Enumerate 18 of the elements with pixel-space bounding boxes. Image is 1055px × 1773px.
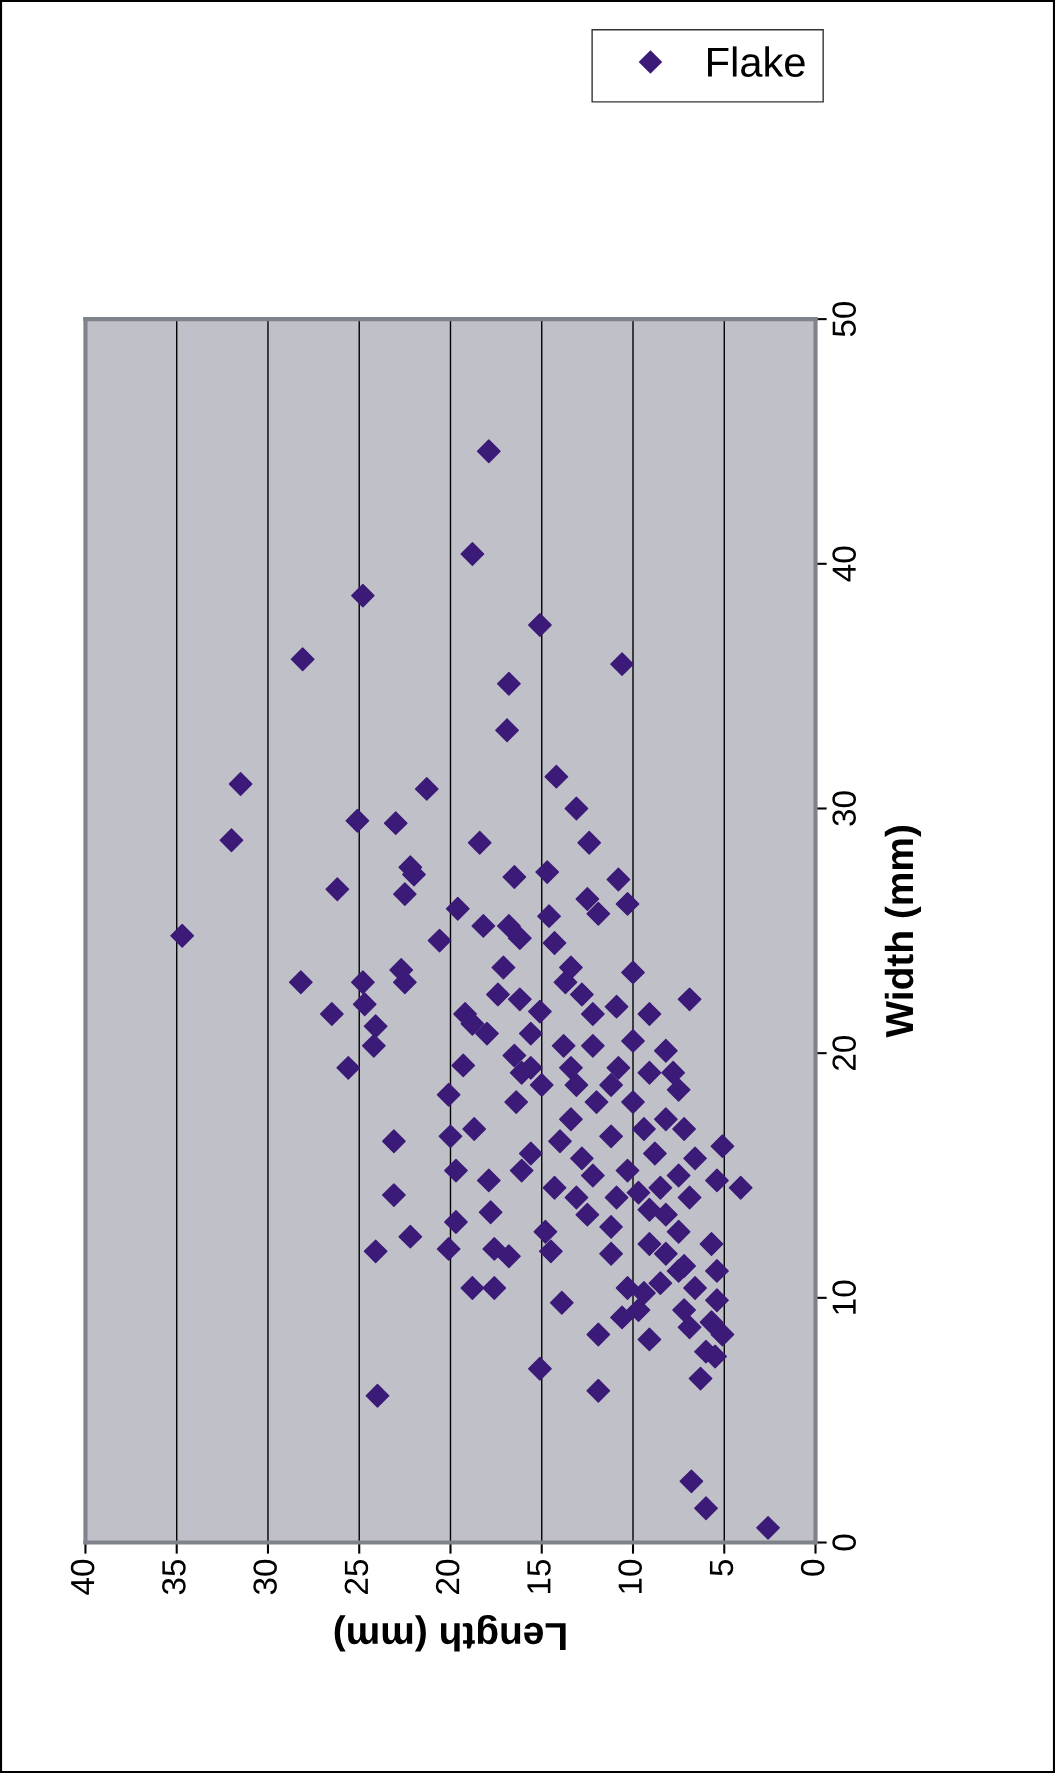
x-tick-label: 10: [618, 1559, 642, 1594]
y-tick-label: 20: [832, 1035, 856, 1071]
y-tick-label: 30: [832, 791, 856, 826]
x-axis-title: Length (mm): [334, 1615, 566, 1652]
y-tick-label: 0: [832, 1534, 856, 1551]
y-tick-label: 10: [832, 1280, 856, 1314]
x-tick-label: 30: [253, 1559, 277, 1595]
x-tick-label: 35: [162, 1559, 186, 1595]
x-tick-label: 5: [709, 1559, 734, 1576]
x-tick-label: 40: [70, 1559, 95, 1595]
x-tick-label: 25: [344, 1559, 369, 1594]
y-tick-label: 50: [832, 301, 856, 337]
x-tick-label: 15: [527, 1559, 551, 1594]
legend-label: Flake: [708, 46, 805, 77]
y-axis-title: Width (mm): [884, 826, 922, 1038]
x-tick-label: 0: [800, 1559, 825, 1576]
x-tick-label: 20: [435, 1559, 460, 1594]
y-tick-label: 40: [832, 546, 856, 582]
